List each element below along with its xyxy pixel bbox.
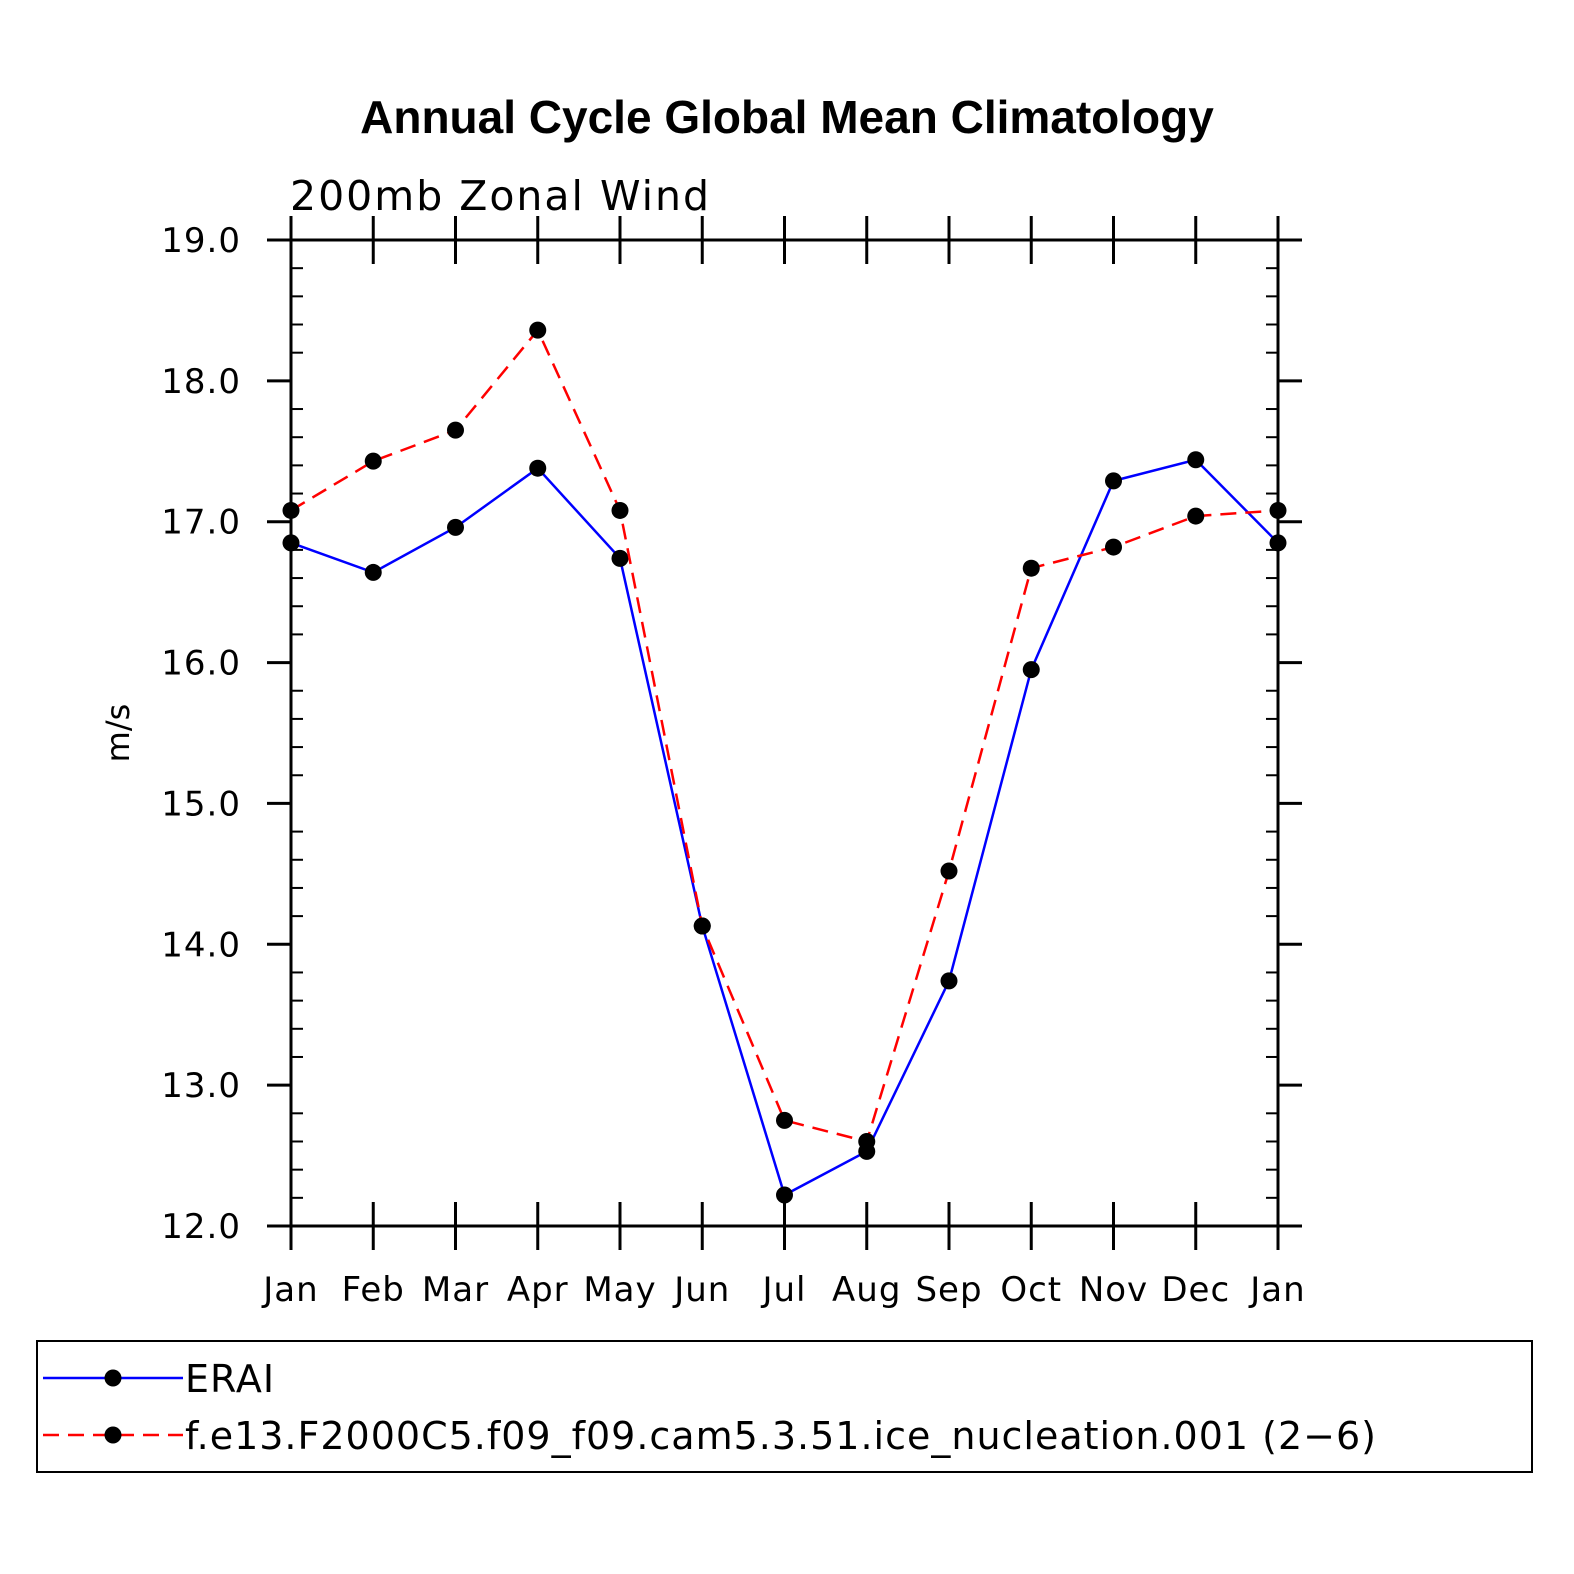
x-tick-label: Apr bbox=[507, 1270, 569, 1310]
legend-label-1: ERAI bbox=[185, 1357, 275, 1401]
x-tick-label: Dec bbox=[1161, 1270, 1230, 1310]
y-tick-label: 14.0 bbox=[161, 925, 241, 965]
y-tick-label: 16.0 bbox=[161, 644, 241, 684]
series-1-point bbox=[940, 972, 958, 990]
series-2-point bbox=[282, 501, 300, 519]
series-2-point bbox=[364, 452, 382, 470]
x-tick-label: Sep bbox=[915, 1270, 982, 1310]
plot-frame bbox=[289, 238, 1280, 1228]
series-1-point bbox=[447, 518, 464, 536]
series-2-point bbox=[693, 917, 711, 935]
series-2-point bbox=[1022, 559, 1040, 577]
x-tick-label: Feb bbox=[342, 1270, 405, 1310]
series-1-point bbox=[282, 534, 300, 552]
series-2-point bbox=[940, 862, 958, 880]
x-tick-label: Jul bbox=[760, 1270, 806, 1310]
series-1-point bbox=[364, 563, 382, 581]
legend-box bbox=[36, 1340, 1533, 1473]
series-2-point bbox=[611, 501, 629, 519]
legend-marker-2 bbox=[104, 1426, 122, 1444]
series-layer bbox=[282, 321, 1287, 1204]
y-tick-label: 15.0 bbox=[161, 784, 241, 824]
series-2-point bbox=[447, 421, 464, 439]
series-1-point bbox=[1022, 661, 1040, 679]
y-axis-label: m/s bbox=[99, 704, 137, 763]
x-tick-label: Mar bbox=[422, 1270, 489, 1310]
chart-title: Annual Cycle Global Mean Climatology bbox=[360, 91, 1214, 143]
chart-subtitle: 200mb Zonal Wind bbox=[290, 172, 711, 220]
y-tick-label: 19.0 bbox=[161, 221, 241, 261]
axes: Jan Feb Mar Apr May Jun Jul Aug Sep Oct Nov Dec Jan 1… bbox=[161, 216, 1305, 1310]
series-1-point bbox=[611, 549, 629, 567]
legend-label-2: f.e13.F2000C5.f09_f09.cam5.3.51.ice_nucl… bbox=[185, 1414, 1377, 1458]
x-tick-label: Jan bbox=[261, 1270, 318, 1310]
series-2-point bbox=[858, 1132, 876, 1150]
series-2-point bbox=[1269, 501, 1287, 519]
series-1-point bbox=[1269, 534, 1287, 552]
series-line-1 bbox=[290, 458, 1279, 1197]
legend: ERAI f.e13.F2000C5.f09_f09.cam5.3.51.ice_… bbox=[43, 1357, 1377, 1458]
x-tick-label: Oct bbox=[1000, 1270, 1062, 1310]
series-2-point bbox=[1187, 507, 1205, 525]
series-1-point bbox=[1105, 472, 1122, 490]
series-1-point bbox=[1187, 451, 1205, 469]
series-2-point bbox=[529, 321, 547, 339]
y-tick-label: 18.0 bbox=[161, 362, 241, 402]
series-2-point bbox=[776, 1111, 793, 1129]
y-tick-label: 12.0 bbox=[161, 1207, 241, 1247]
x-tick-label: Nov bbox=[1079, 1270, 1148, 1310]
x-tick-label: Aug bbox=[832, 1270, 901, 1310]
x-tick-label: May bbox=[583, 1270, 656, 1310]
legend-marker-1 bbox=[104, 1369, 122, 1387]
x-tick-label: Jun bbox=[672, 1270, 730, 1310]
x-tick-label: Jan bbox=[1248, 1270, 1305, 1310]
y-tick-label: 13.0 bbox=[161, 1066, 241, 1106]
series-1-point bbox=[776, 1186, 793, 1204]
series-2-point bbox=[1105, 538, 1122, 556]
series-line-2 bbox=[290, 327, 1279, 1143]
y-tick-label: 17.0 bbox=[161, 503, 241, 543]
series-1-point bbox=[529, 459, 547, 477]
